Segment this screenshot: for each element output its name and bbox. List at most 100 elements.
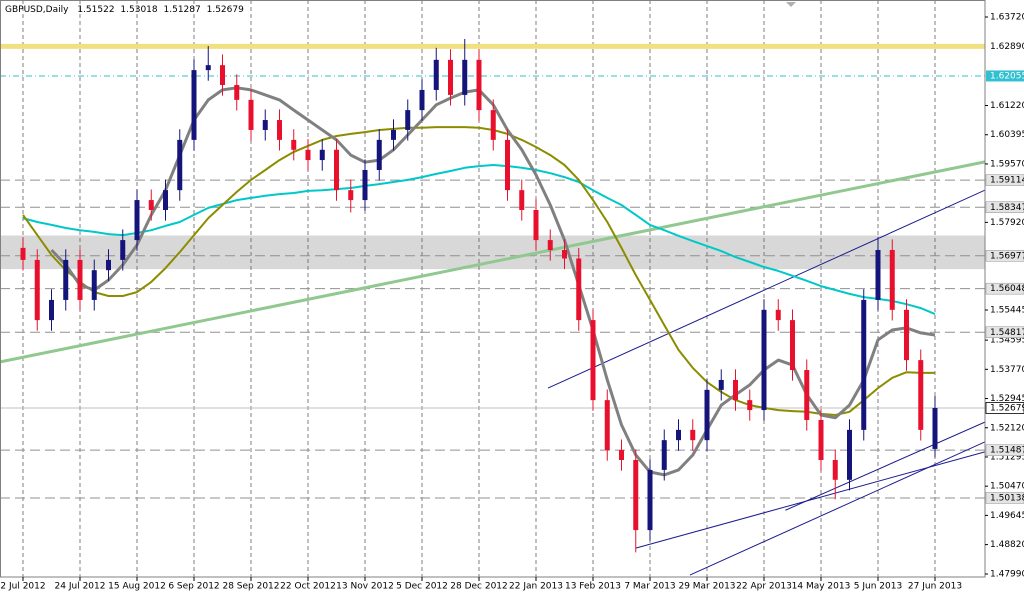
x-tick-label: 2 Jul 2012 xyxy=(0,582,45,592)
candle-body xyxy=(348,190,354,201)
candle-body xyxy=(376,139,382,170)
candle-body xyxy=(804,370,810,420)
candle-body xyxy=(91,270,97,300)
candle-body xyxy=(134,200,140,241)
x-tick-label: 22 Oct 2012 xyxy=(280,582,336,592)
candle-body xyxy=(334,149,339,191)
candle-body xyxy=(433,59,439,90)
x-tick-label: 13 Nov 2012 xyxy=(336,582,394,592)
candle-body xyxy=(205,65,211,71)
level-label: 1.52679 xyxy=(990,403,1024,413)
candle-body xyxy=(191,70,197,140)
x-tick-label: 15 Aug 2012 xyxy=(108,582,166,592)
y-tick-label: 1.53770 xyxy=(990,365,1024,375)
x-tick-label: 24 Jul 2012 xyxy=(55,582,106,592)
candle-body xyxy=(704,389,710,441)
y-tick-label: 1.57920 xyxy=(990,218,1024,228)
level-label-box xyxy=(985,250,1024,262)
level-label: 1.51487 xyxy=(990,446,1024,456)
plot-area xyxy=(0,0,985,577)
candle-body xyxy=(733,379,738,401)
header-close: 1.52679 xyxy=(207,5,244,15)
trendline xyxy=(0,160,985,364)
candle-body xyxy=(277,120,282,140)
candle-body xyxy=(519,190,525,210)
y-tick-label: 1.49645 xyxy=(990,511,1024,521)
candle-body xyxy=(576,258,582,321)
y-tick-label: 1.52120 xyxy=(990,423,1024,433)
level-label: 1.50138 xyxy=(990,493,1024,503)
candle-body xyxy=(20,247,26,260)
candle-body xyxy=(889,249,895,310)
chart-header: GBPUSD,Daily 1.51522 1.53018 1.51287 1.5… xyxy=(5,5,244,15)
candle-body xyxy=(590,320,596,401)
candle-body xyxy=(790,320,795,371)
candle-body xyxy=(419,89,425,111)
level-label: 1.62055 xyxy=(990,71,1024,81)
x-tick-label: 7 Mar 2013 xyxy=(624,582,675,592)
y-tick-label: 1.63720 xyxy=(990,13,1024,23)
symbol: GBPUSD,Daily xyxy=(5,5,69,15)
candle-body xyxy=(362,169,368,201)
y-tick-label: 1.61220 xyxy=(990,101,1024,111)
candle-body xyxy=(661,440,667,470)
candle-body xyxy=(633,459,639,531)
x-tick-label: 13 Feb 2013 xyxy=(565,582,621,592)
level-label-box xyxy=(985,402,1024,414)
candle-body xyxy=(847,429,852,480)
candle-body xyxy=(604,400,610,451)
level-label: 1.58347 xyxy=(990,203,1024,213)
candle-body xyxy=(34,259,40,321)
candle-body xyxy=(904,309,909,361)
x-tick-label: 5 Dec 2012 xyxy=(396,582,448,592)
candle-body xyxy=(49,299,54,321)
candle-body xyxy=(148,200,154,210)
candle-body xyxy=(775,309,781,321)
y-tick-label: 1.50470 xyxy=(990,482,1024,492)
level-label: 1.62890 xyxy=(990,42,1024,52)
candle-body xyxy=(120,240,126,260)
candle-body xyxy=(718,379,724,390)
y-tick-label: 1.54595 xyxy=(990,336,1024,346)
header-open: 1.51522 xyxy=(77,5,114,15)
level-label-box xyxy=(985,282,1024,295)
candle-body xyxy=(305,149,311,161)
moving-average xyxy=(22,126,935,416)
candle-body xyxy=(562,249,567,259)
level-label-box xyxy=(986,70,1024,82)
candle-body xyxy=(932,407,938,449)
candle-body xyxy=(163,190,168,210)
candle-body xyxy=(476,59,482,111)
candle-body xyxy=(262,120,268,130)
y-tick-label: 1.52945 xyxy=(990,394,1024,404)
candle-body xyxy=(177,139,183,191)
candle-body xyxy=(647,469,653,531)
level-label: 1.56977 xyxy=(990,251,1024,261)
y-tick-label: 1.60395 xyxy=(990,130,1024,140)
candle-body xyxy=(918,360,924,430)
candle-body xyxy=(832,459,838,480)
candle-body xyxy=(690,429,696,441)
x-tick-label: 28 Dec 2012 xyxy=(450,582,508,592)
trendline xyxy=(547,189,985,389)
candle-body xyxy=(861,299,867,430)
candle-body xyxy=(747,400,753,411)
level-label-box xyxy=(985,492,1024,504)
x-tick-label: 6 Sep 2012 xyxy=(168,582,219,592)
candle-body xyxy=(63,259,69,300)
candle-body xyxy=(761,309,767,411)
candle-body xyxy=(676,429,681,441)
candle-body xyxy=(248,99,254,130)
candle-body xyxy=(391,129,396,140)
candle-body xyxy=(291,139,297,150)
candle-body xyxy=(319,149,325,161)
y-tick-label: 1.55445 xyxy=(990,306,1024,316)
candle-body xyxy=(106,259,111,271)
x-tick-label: 14 May 2013 xyxy=(792,582,851,592)
candle-body xyxy=(619,450,624,460)
x-tick-label: 22 Jan 2013 xyxy=(509,582,563,592)
candle-body xyxy=(533,209,539,241)
x-tick-label: 27 Jun 2013 xyxy=(908,582,962,592)
